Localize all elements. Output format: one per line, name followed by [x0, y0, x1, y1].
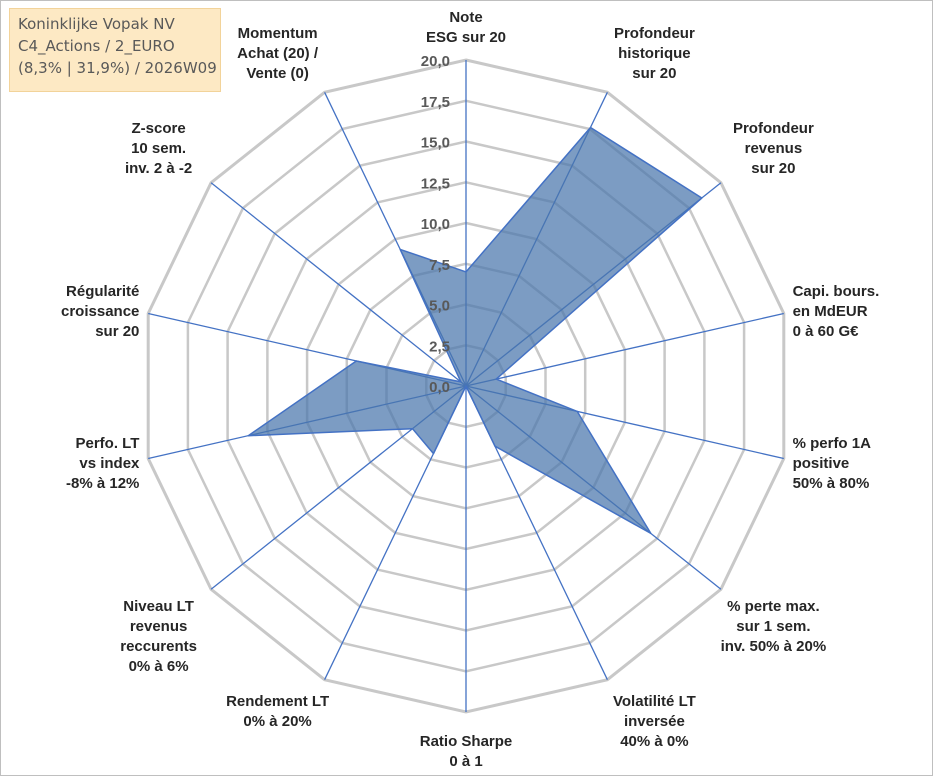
radial-tick-label: 0,0: [429, 379, 450, 396]
axis-label-line: -8% à 12%: [66, 475, 139, 492]
axis-label-line: historique: [618, 45, 691, 62]
axis-label: Perfo. LT vs index -8% à 12%: [66, 435, 140, 492]
radial-tick-label: 7,5: [429, 257, 450, 274]
axis-label-line: Volatilité LT: [613, 693, 696, 710]
axis-label-line: revenus: [745, 140, 803, 157]
axis-label-line: Momentum: [238, 25, 318, 42]
axis-label-line: en MdEUR: [793, 303, 868, 320]
axis-label: Régularité croissance sur 20: [61, 283, 139, 340]
axis-label: Volatilité LT inversée 40% à 0%: [613, 693, 696, 750]
axis-label-line: sur 1 sem.: [736, 618, 810, 635]
title-category: C4_Actions / 2_EURO: [18, 37, 175, 55]
axis-labels: Note ESG sur 20 Profondeur historique sur 20…: [61, 9, 879, 770]
axis-label: Capi. bours. en MdEUR 0 à 60 G€: [793, 283, 880, 340]
axis-label-line: 10 sem.: [131, 140, 186, 157]
axis-label-line: Perfo. LT: [76, 435, 140, 452]
axis-label-line: 40% à 0%: [620, 733, 688, 750]
axis-label: Momentum Achat (20) / Vente (0): [237, 25, 319, 82]
axis-label-line: sur 20: [751, 160, 795, 177]
axis-label-line: Achat (20) /: [237, 45, 319, 62]
axis-label: Ratio Sharpe 0 à 1: [420, 733, 513, 770]
axis-label-line: % perfo 1A: [793, 435, 872, 452]
axis-label-line: positive: [793, 455, 850, 472]
axis-label: Z-score 10 sem. inv. 2 à -2: [125, 120, 192, 177]
radial-tick-label: 17,5: [421, 94, 450, 111]
axis-label-line: 0% à 20%: [243, 713, 311, 730]
axis-label-line: Régularité: [66, 283, 139, 300]
axis-label-line: Note: [449, 9, 482, 26]
radial-tick-labels: 0,0 2,5 5,0 7,5 10,0 12,5 15,0 17,5 20,0: [421, 53, 450, 396]
axis-label-line: Profondeur: [614, 25, 695, 42]
axis-spoke: [465, 312, 784, 387]
axis-label: Niveau LT revenus reccurents 0% à 6%: [120, 598, 197, 675]
axis-label: Rendement LT 0% à 20%: [226, 693, 329, 730]
axis-label-line: 50% à 80%: [793, 475, 870, 492]
axis-label: Profondeur revenus sur 20: [733, 120, 814, 177]
axis-label-line: Ratio Sharpe: [420, 733, 513, 750]
axis-label-line: 0% à 6%: [129, 658, 189, 675]
radial-tick-label: 5,0: [429, 298, 450, 315]
radial-tick-label: 20,0: [421, 53, 450, 70]
radial-tick-label: 15,0: [421, 135, 450, 152]
data-series: [247, 126, 703, 535]
axis-label-line: reccurents: [120, 638, 197, 655]
title-stats: (8,3% | 31,9%) / 2026W09: [18, 59, 217, 77]
title-company: Koninklijke Vopak NV: [18, 15, 175, 33]
axis-label-line: inv. 50% à 20%: [721, 638, 827, 655]
axis-label-line: sur 20: [632, 65, 676, 82]
radial-tick-label: 10,0: [421, 216, 450, 233]
axis-label-line: % perte max.: [727, 598, 820, 615]
axis-label-line: 0 à 1: [449, 753, 482, 770]
axis-label-line: revenus: [130, 618, 188, 635]
axis-spoke: [210, 182, 467, 387]
axis-label: Profondeur historique sur 20: [614, 25, 695, 82]
axis-label-line: sur 20: [95, 323, 139, 340]
axis-label: % perte max. sur 1 sem. inv. 50% à 20%: [721, 598, 827, 655]
axis-label-line: Z-score: [132, 120, 186, 137]
axis-label-line: inv. 2 à -2: [125, 160, 192, 177]
axis-label-line: Niveau LT: [123, 598, 194, 615]
axis-label-line: Capi. bours.: [793, 283, 880, 300]
axis-label-line: Vente (0): [246, 65, 309, 82]
radial-tick-label: 12,5: [421, 175, 450, 192]
axis-label-line: 0 à 60 G€: [793, 323, 860, 340]
axis-label-line: vs index: [79, 455, 140, 472]
title-box: Koninklijke Vopak NV C4_Actions / 2_EURO…: [9, 8, 221, 92]
axis-label-line: ESG sur 20: [426, 29, 506, 46]
axis-label-line: inversée: [624, 713, 685, 730]
axis-label-line: Profondeur: [733, 120, 814, 137]
axis-label-line: croissance: [61, 303, 139, 320]
radial-tick-label: 2,5: [429, 338, 450, 355]
axis-label: % perfo 1A positive 50% à 80%: [793, 435, 872, 492]
axis-label: Note ESG sur 20: [426, 9, 506, 46]
axis-label-line: Rendement LT: [226, 693, 329, 710]
